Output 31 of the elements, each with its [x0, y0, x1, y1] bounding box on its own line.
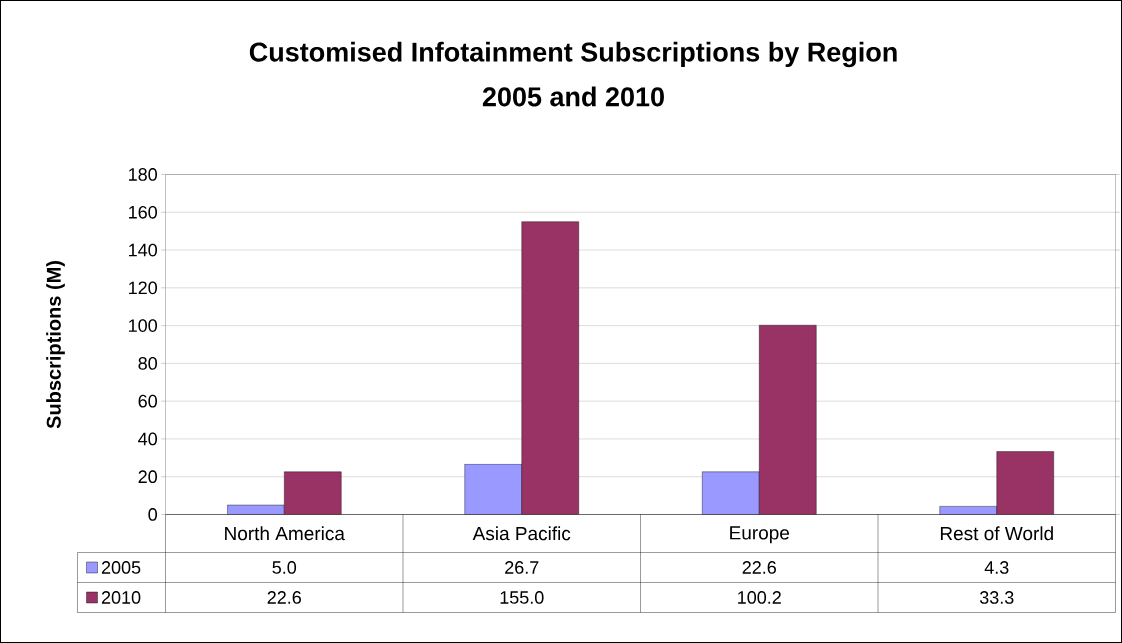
y-tick-label: 160	[129, 205, 157, 219]
data-label: 26.7	[505, 561, 539, 574]
data-label: 5.0	[272, 561, 297, 574]
y-tick-label: 180	[129, 168, 157, 181]
chart-subtitle: 2005 and 2010	[482, 86, 664, 107]
bar	[759, 325, 817, 515]
y-tick-label: 120	[129, 281, 157, 295]
y-tick-label: 60	[138, 394, 157, 408]
legend-label: 2010	[101, 591, 141, 604]
bar	[521, 221, 579, 515]
y-tick-label: 0	[148, 508, 158, 521]
x-tick-label: Asia Pacific	[472, 526, 571, 541]
legend-label: 2005	[101, 561, 141, 574]
x-tick-label: Europe	[730, 526, 790, 544]
bar	[284, 471, 342, 515]
y-axis-title: Subscriptions (M)	[46, 261, 65, 429]
x-tick-label: Rest of World	[940, 526, 1053, 541]
y-tick-label: 100	[129, 319, 157, 332]
data-label: 4.3	[984, 561, 1009, 574]
chart-title: Customised Infotainment Subscriptions by Region	[249, 41, 897, 68]
data-label: 33.3	[979, 591, 1014, 604]
y-tick-label: 40	[138, 432, 157, 446]
y-tick-label: 80	[138, 357, 157, 370]
data-label: 22.6	[742, 561, 776, 574]
y-tick-label: 140	[129, 243, 157, 257]
data-label: 155.0	[500, 591, 544, 604]
data-label: 100.2	[738, 591, 781, 604]
data-label: 22.6	[267, 591, 301, 604]
y-tick-label: 20	[138, 470, 157, 484]
bar	[996, 451, 1054, 515]
x-tick-label: North America	[225, 526, 345, 541]
